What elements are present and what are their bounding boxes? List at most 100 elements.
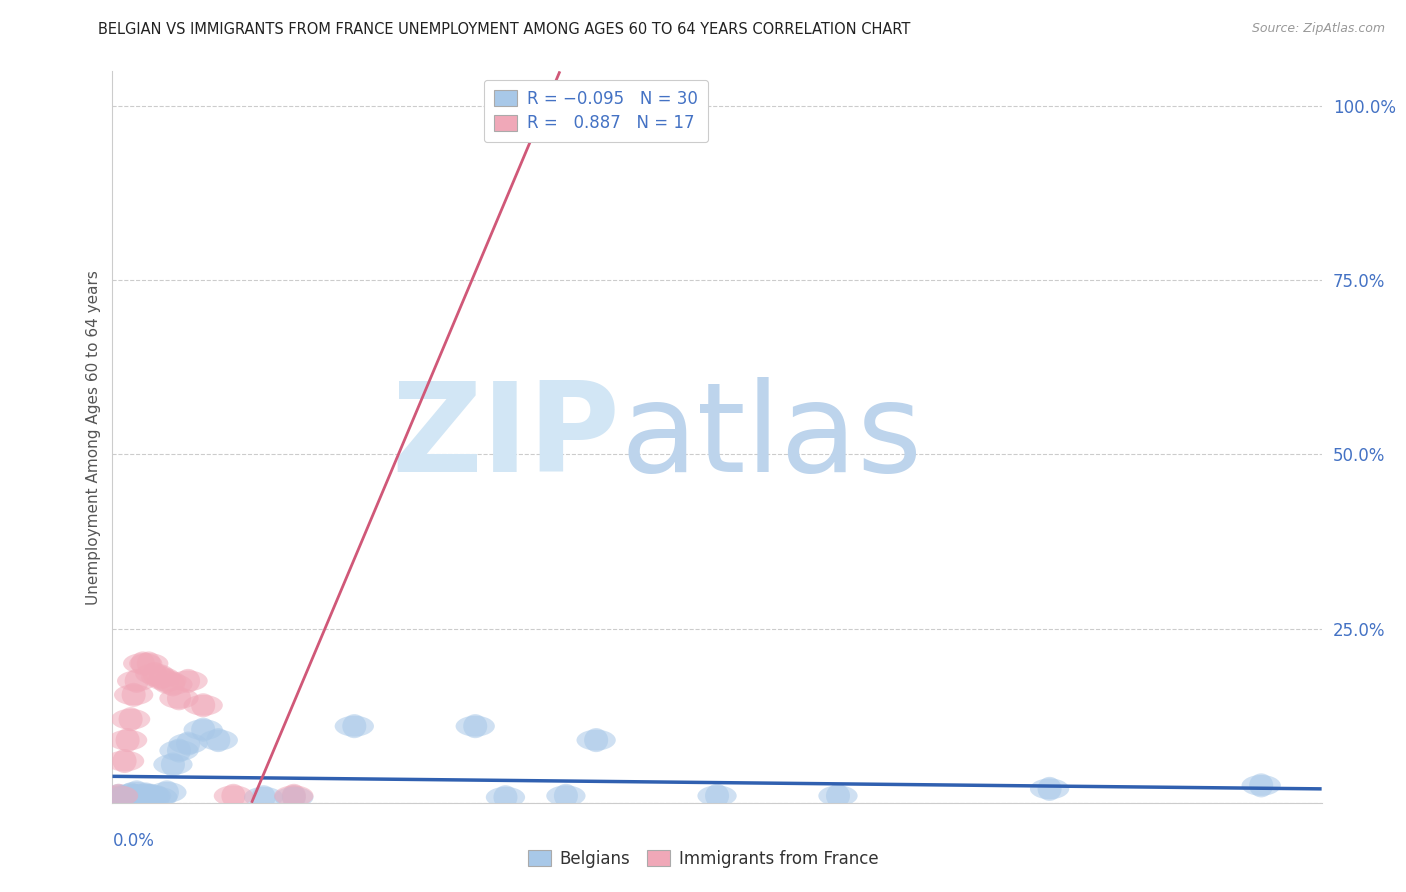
Point (132, 790, 155, 805)
Ellipse shape (153, 674, 193, 695)
Point (132, 657, 155, 671)
Ellipse shape (486, 787, 524, 807)
Point (125, 673, 148, 688)
Ellipse shape (98, 785, 138, 806)
Ellipse shape (159, 688, 198, 709)
Point (207, 733, 229, 747)
Point (177, 673, 200, 688)
Point (114, 754, 136, 768)
Text: ZIP: ZIP (392, 376, 620, 498)
Point (117, 792, 139, 806)
Point (167, 743, 190, 757)
Text: 0.0%: 0.0% (112, 832, 155, 850)
Ellipse shape (153, 754, 193, 775)
Ellipse shape (456, 715, 495, 737)
Point (162, 757, 184, 772)
Ellipse shape (108, 789, 148, 810)
Ellipse shape (108, 730, 148, 750)
Ellipse shape (159, 740, 198, 761)
Point (585, 733, 607, 747)
Point (135, 788, 157, 802)
Point (117, 733, 139, 747)
Ellipse shape (129, 653, 169, 674)
Ellipse shape (148, 671, 187, 691)
Ellipse shape (124, 653, 162, 674)
Point (146, 790, 169, 805)
Point (191, 698, 214, 713)
Legend: R = −0.095   N = 30, R =   0.887   N = 17: R = −0.095 N = 30, R = 0.887 N = 17 (484, 79, 709, 143)
Point (283, 790, 305, 805)
Text: Source: ZipAtlas.com: Source: ZipAtlas.com (1251, 22, 1385, 36)
Point (162, 677, 184, 691)
Ellipse shape (1241, 775, 1281, 796)
Ellipse shape (245, 787, 283, 807)
Ellipse shape (141, 667, 180, 688)
Ellipse shape (111, 784, 150, 805)
Point (464, 719, 486, 733)
Point (156, 785, 179, 799)
Point (1250, 778, 1272, 792)
Ellipse shape (169, 671, 208, 691)
Ellipse shape (547, 785, 585, 806)
Point (120, 788, 142, 802)
Ellipse shape (138, 787, 177, 807)
Point (107, 789, 129, 803)
Point (495, 790, 517, 805)
Point (149, 670, 172, 684)
Ellipse shape (124, 787, 162, 807)
Point (253, 790, 276, 805)
Point (283, 789, 305, 803)
Ellipse shape (576, 730, 616, 750)
Ellipse shape (105, 787, 145, 807)
Ellipse shape (818, 785, 858, 806)
Point (120, 712, 142, 726)
Point (143, 667, 166, 681)
Ellipse shape (117, 671, 156, 691)
Legend: Belgians, Immigrants from France: Belgians, Immigrants from France (522, 844, 884, 875)
Ellipse shape (184, 719, 222, 740)
Text: BELGIAN VS IMMIGRANTS FROM FRANCE UNEMPLOYMENT AMONG AGES 60 TO 64 YEARS CORRELA: BELGIAN VS IMMIGRANTS FROM FRANCE UNEMPL… (98, 22, 911, 37)
Ellipse shape (101, 787, 141, 807)
Ellipse shape (114, 684, 153, 706)
Ellipse shape (169, 733, 208, 754)
Point (114, 790, 136, 805)
Ellipse shape (274, 787, 314, 807)
Point (156, 673, 179, 688)
Y-axis label: Unemployment Among Ages 60 to 64 years: Unemployment Among Ages 60 to 64 years (86, 269, 101, 605)
Point (138, 789, 160, 803)
Point (706, 789, 728, 803)
Ellipse shape (120, 785, 159, 806)
Point (128, 789, 150, 803)
Point (827, 789, 849, 803)
Ellipse shape (214, 785, 253, 806)
Point (191, 723, 214, 737)
Ellipse shape (697, 785, 737, 806)
Point (110, 790, 132, 805)
Point (122, 688, 145, 702)
Ellipse shape (132, 785, 172, 806)
Ellipse shape (274, 785, 314, 806)
Ellipse shape (117, 782, 156, 803)
Point (1038, 781, 1062, 796)
Ellipse shape (148, 782, 187, 803)
Ellipse shape (114, 785, 153, 806)
Point (177, 737, 200, 751)
Ellipse shape (198, 730, 238, 750)
Point (167, 691, 190, 706)
Ellipse shape (184, 695, 222, 715)
Ellipse shape (129, 785, 169, 806)
Ellipse shape (335, 715, 374, 737)
Point (122, 789, 145, 803)
Ellipse shape (135, 664, 174, 684)
Ellipse shape (1031, 779, 1069, 799)
Point (138, 657, 160, 671)
Point (141, 789, 163, 803)
Point (107, 789, 129, 803)
Point (554, 789, 576, 803)
Text: atlas: atlas (620, 376, 922, 498)
Ellipse shape (98, 785, 138, 806)
Ellipse shape (105, 750, 145, 772)
Point (125, 785, 148, 799)
Point (343, 719, 366, 733)
Point (222, 789, 245, 803)
